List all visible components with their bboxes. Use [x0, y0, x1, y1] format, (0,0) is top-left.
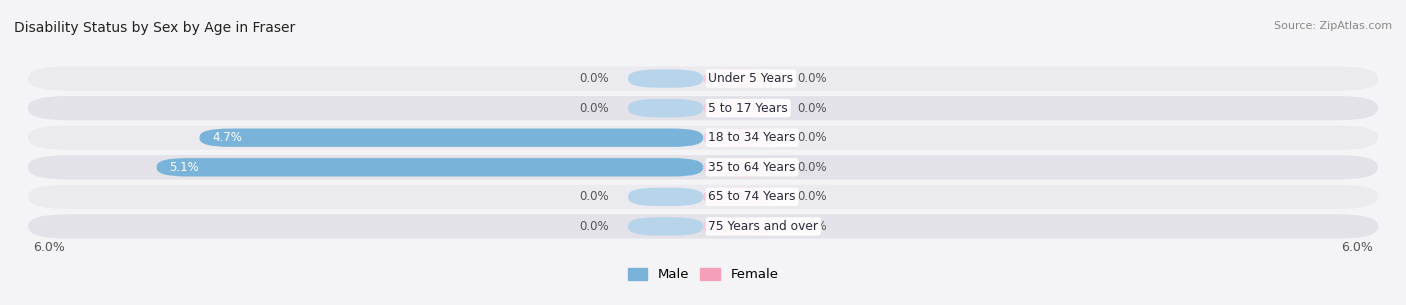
- FancyBboxPatch shape: [28, 214, 1378, 239]
- Text: Source: ZipAtlas.com: Source: ZipAtlas.com: [1274, 21, 1392, 31]
- Text: 65 to 74 Years: 65 to 74 Years: [709, 190, 796, 203]
- FancyBboxPatch shape: [28, 126, 1378, 150]
- Text: Disability Status by Sex by Age in Fraser: Disability Status by Sex by Age in Frase…: [14, 21, 295, 35]
- FancyBboxPatch shape: [628, 70, 703, 88]
- Text: 5.1%: 5.1%: [170, 161, 200, 174]
- FancyBboxPatch shape: [703, 188, 778, 206]
- FancyBboxPatch shape: [28, 96, 1378, 120]
- FancyBboxPatch shape: [28, 185, 1378, 209]
- Text: Under 5 Years: Under 5 Years: [709, 72, 793, 85]
- FancyBboxPatch shape: [628, 99, 703, 117]
- Text: 0.0%: 0.0%: [797, 161, 827, 174]
- Text: 0.0%: 0.0%: [797, 72, 827, 85]
- FancyBboxPatch shape: [628, 188, 703, 206]
- FancyBboxPatch shape: [28, 155, 1378, 179]
- Text: 0.0%: 0.0%: [579, 220, 609, 233]
- Text: 35 to 64 Years: 35 to 64 Years: [709, 161, 796, 174]
- Text: 0.0%: 0.0%: [797, 190, 827, 203]
- Text: 0.0%: 0.0%: [797, 131, 827, 144]
- Text: 18 to 34 Years: 18 to 34 Years: [709, 131, 796, 144]
- Legend: Male, Female: Male, Female: [623, 263, 783, 286]
- Text: 0.0%: 0.0%: [579, 72, 609, 85]
- Text: 0.0%: 0.0%: [797, 220, 827, 233]
- Text: 0.0%: 0.0%: [797, 102, 827, 115]
- FancyBboxPatch shape: [703, 99, 778, 117]
- Text: 75 Years and over: 75 Years and over: [709, 220, 818, 233]
- Text: 6.0%: 6.0%: [34, 241, 65, 254]
- FancyBboxPatch shape: [703, 158, 778, 177]
- Text: 0.0%: 0.0%: [579, 190, 609, 203]
- FancyBboxPatch shape: [200, 128, 703, 147]
- FancyBboxPatch shape: [703, 128, 778, 147]
- FancyBboxPatch shape: [156, 158, 703, 177]
- FancyBboxPatch shape: [703, 70, 778, 88]
- Text: 5 to 17 Years: 5 to 17 Years: [709, 102, 789, 115]
- FancyBboxPatch shape: [628, 217, 703, 235]
- Text: 6.0%: 6.0%: [1341, 241, 1372, 254]
- FancyBboxPatch shape: [703, 217, 778, 235]
- Text: 4.7%: 4.7%: [212, 131, 242, 144]
- Text: 0.0%: 0.0%: [579, 102, 609, 115]
- FancyBboxPatch shape: [28, 66, 1378, 91]
